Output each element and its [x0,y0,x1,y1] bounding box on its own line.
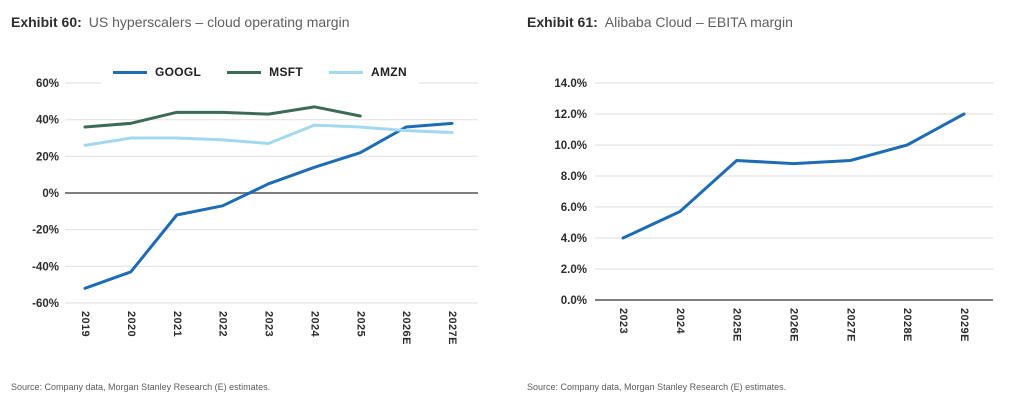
x-tick-label: 2029E [958,308,970,342]
series-line-msft [83,105,362,129]
x-tick-label: 2026E [400,311,412,345]
exhibit-60-title-text: US hyperscalers – cloud operating margin [88,14,350,30]
exhibit-60-label: Exhibit 60: [11,14,82,30]
legend-item-googl: GOOGL [113,65,201,79]
hyperscalers-margin-chart: 60% 40% 20% 0% -20% -40% -60% 2019 2020 2021 2022 2… [32,78,478,345]
y-tick-label: 10.0% [554,140,587,152]
legend-label-amzn: AMZN [371,65,407,79]
y-tick-label: 8.0% [561,171,587,183]
y-tick-label: 0% [42,188,59,200]
series-line-alibaba [621,112,966,240]
exhibit-61-panel: Exhibit 61: Alibaba Cloud – EBITA margin … [527,14,1013,404]
x-tick-label: 2025E [731,308,743,342]
legend-label-msft: MSFT [269,65,304,79]
chart-legend: GOOGL MSFT AMZN [101,59,419,85]
exhibit-61-source: Source: Company data, Morgan Stanley Res… [527,382,787,392]
series-line-googl [83,121,454,290]
legend-item-amzn: AMZN [329,65,407,79]
y-tick-label: 0.0% [561,295,587,307]
x-tick-label: 2023 [617,308,629,334]
exhibit-60-source: Source: Company data, Morgan Stanley Res… [11,382,271,392]
y-tick-label: -20% [32,225,59,237]
y-tick-label: 2.0% [561,264,587,276]
y-tick-label: 4.0% [561,233,587,245]
exhibit-60-title: Exhibit 60: US hyperscalers – cloud opera… [11,14,500,30]
y-tick-label: -60% [32,298,59,310]
x-tick-label: 2024 [308,311,320,338]
legend-label-googl: GOOGL [155,65,202,79]
x-tick-label: 2021 [171,311,183,337]
x-tick-label: 2023 [263,311,275,337]
x-tick-label: 2020 [125,311,137,337]
legend-item-msft: MSFT [227,65,303,79]
y-tick-label: 12.0% [554,109,587,121]
alibaba-ebita-chart: 14.0% 12.0% 10.0% 8.0% 6.0% 4.0% 2.0% 0.0% 2023 2… [554,78,993,342]
y-tick-label: 14.0% [554,78,587,90]
x-tick-label: 2025 [354,311,366,337]
x-tick-label: 2027E [446,311,458,345]
x-tick-label: 2019 [79,311,91,337]
y-tick-label: -40% [32,261,59,273]
exhibit-61-label: Exhibit 61: [527,14,598,30]
y-tick-label: 6.0% [561,202,587,214]
x-tick-label: 2027E [844,308,856,342]
series-line-amzn [83,123,454,147]
amzn-line-swatch [329,70,364,74]
exhibit-61-title-text: Alibaba Cloud – EBITA margin [604,14,793,30]
x-tick-label: 2024 [674,308,686,335]
msft-line-swatch [227,70,262,74]
x-tick-label: 2026E [788,308,800,342]
googl-line-swatch [113,70,147,74]
exhibit-61-title: Exhibit 61: Alibaba Cloud – EBITA margin [527,14,1013,30]
exhibit-60-panel: Exhibit 60: US hyperscalers – cloud opera… [11,14,500,404]
y-tick-label: 40% [36,115,59,127]
x-tick-label: 2028E [901,308,913,342]
y-tick-label: 20% [36,151,59,163]
x-tick-label: 2022 [217,311,229,337]
y-tick-label: 60% [36,78,59,90]
